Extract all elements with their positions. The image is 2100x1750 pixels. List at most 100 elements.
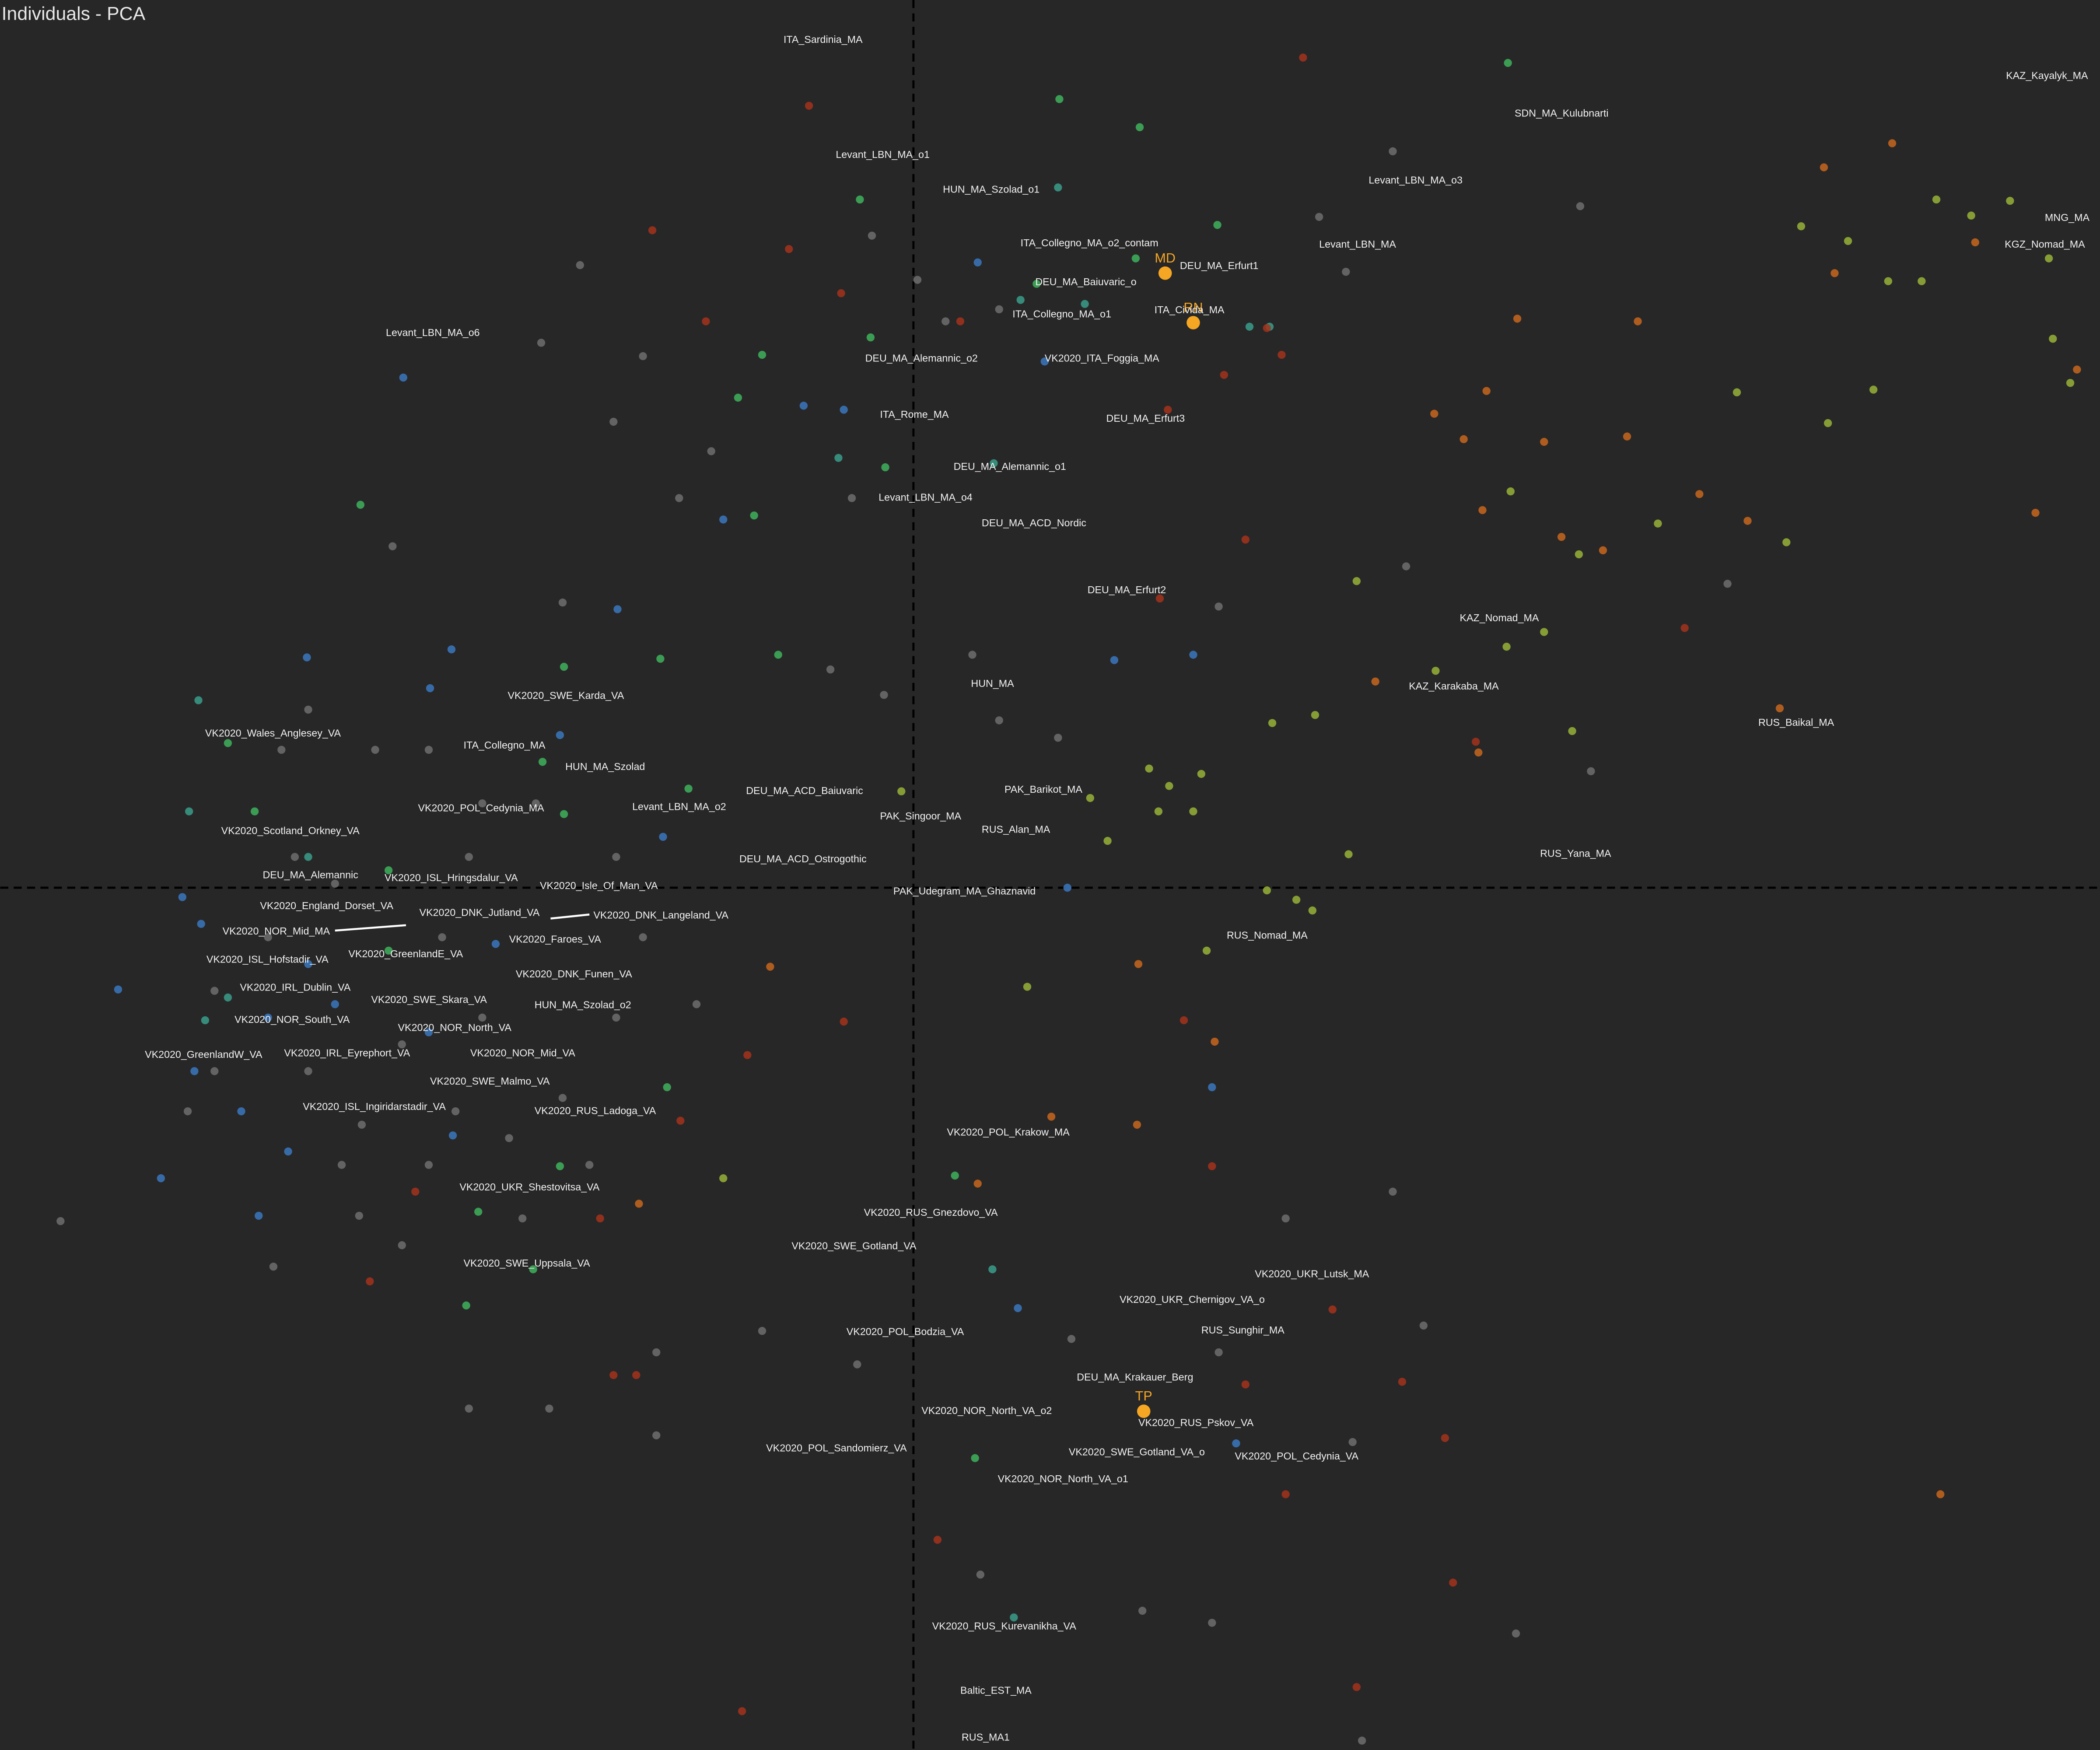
point <box>1189 807 1197 816</box>
point <box>613 605 622 613</box>
point <box>612 853 620 861</box>
point <box>1110 656 1119 664</box>
group-label: RUS_Alan_MA <box>982 824 1050 835</box>
point <box>1010 1613 1018 1622</box>
point <box>1732 388 1741 396</box>
point <box>1208 1083 1216 1092</box>
point <box>1557 533 1566 541</box>
group-label: VK2020_NOR_Mid_VA <box>470 1047 575 1059</box>
point <box>210 1067 219 1075</box>
point <box>1202 946 1211 955</box>
point <box>971 1454 979 1463</box>
group-label: VK2020_DNK_Jutland_VA <box>420 906 540 918</box>
point <box>1086 794 1094 802</box>
group-label: VK2020_DNK_Funen_VA <box>516 968 632 980</box>
point <box>264 1013 272 1022</box>
group-label: VK2020_ITA_Foggia_MA <box>1045 352 1159 364</box>
point <box>1389 1187 1397 1196</box>
point <box>1723 580 1732 588</box>
point <box>1967 211 1975 220</box>
point <box>1348 1438 1357 1446</box>
point <box>1419 1321 1428 1330</box>
highlight-point <box>1137 1404 1151 1418</box>
group-label: ITA_Collegno_MA_o2_contam <box>1021 237 1158 248</box>
point <box>399 373 407 382</box>
point <box>1138 1606 1147 1615</box>
point <box>1441 1434 1449 1442</box>
group-label: VK2020_UKR_Chernigov_VA_o <box>1120 1294 1265 1305</box>
point <box>1311 711 1320 719</box>
point <box>933 1536 942 1544</box>
point <box>743 1051 752 1059</box>
group-label: Baltic_EST_MA <box>960 1684 1032 1696</box>
point <box>1232 1439 1240 1448</box>
point <box>190 1067 199 1075</box>
point <box>371 746 379 754</box>
point <box>951 1171 959 1180</box>
point <box>596 1214 604 1223</box>
group-label: VK2020_IRL_Eyrephort_VA <box>284 1047 410 1059</box>
point <box>560 810 568 818</box>
point <box>2066 379 2075 387</box>
point <box>956 317 965 326</box>
group-label: HUN_MA_Szolad <box>565 761 645 772</box>
point <box>1014 1304 1022 1312</box>
point <box>1133 1120 1141 1129</box>
point <box>1268 719 1277 727</box>
point <box>1131 254 1140 262</box>
point <box>1568 727 1576 735</box>
point <box>1165 782 1173 790</box>
point <box>663 1083 671 1092</box>
group-label: VK2020_Faroes_VA <box>509 934 602 945</box>
group-label: VK2020_NOR_North_VA_o2 <box>921 1405 1052 1416</box>
point <box>303 653 311 662</box>
group-label: VK2020_RUS_Ladoga_VA <box>535 1105 656 1116</box>
group-label: HUN_MA <box>971 678 1014 689</box>
point <box>1047 1113 1056 1121</box>
point <box>1402 562 1410 570</box>
point <box>518 1214 527 1223</box>
point <box>505 1134 513 1142</box>
point <box>1576 202 1585 210</box>
point <box>556 1162 564 1170</box>
group-label: VK2020_POL_Sandomierz_VA <box>766 1442 907 1454</box>
point <box>1869 385 1878 394</box>
point <box>438 933 446 942</box>
points <box>56 53 2081 1745</box>
point <box>355 1211 363 1220</box>
point <box>1654 519 1662 528</box>
point <box>973 1180 982 1188</box>
group-label: VK2020_SWE_Gotland_VA <box>791 1240 917 1251</box>
point <box>1135 123 1144 131</box>
point <box>304 705 312 714</box>
point <box>465 1404 473 1413</box>
group-label: VK2020_NOR_North_VA_o1 <box>998 1473 1128 1484</box>
group-label: KAZ_Nomad_MA <box>1460 612 1539 623</box>
point <box>337 1161 346 1169</box>
point <box>1241 1380 1250 1389</box>
point <box>880 691 888 699</box>
point <box>290 853 299 861</box>
group-label: VK2020_RUS_Gnezdovo_VA <box>864 1207 998 1218</box>
group-label: DEU_MA_ACD_Ostrogothic <box>739 853 867 864</box>
point <box>237 1107 245 1116</box>
group-label: RUS_Yana_MA <box>1540 848 1611 859</box>
point <box>537 339 546 347</box>
group-label: SDN_MA_Kulubnarti <box>1515 107 1609 119</box>
point <box>1263 886 1271 895</box>
point <box>157 1174 165 1183</box>
point <box>648 226 657 234</box>
group-label: VK2020_GreenlandE_VA <box>348 948 463 959</box>
group-label: VK2020_SWE_Uppsala_VA <box>464 1257 591 1269</box>
point <box>1023 983 1032 991</box>
point <box>1063 883 1071 892</box>
point <box>1888 139 1897 147</box>
point <box>424 746 433 754</box>
group-label: ITA_Civida_MA <box>1155 304 1225 315</box>
point <box>1315 213 1323 221</box>
point <box>1971 238 1979 247</box>
point <box>1245 322 1254 331</box>
highlight-label: RN <box>1183 300 1203 315</box>
